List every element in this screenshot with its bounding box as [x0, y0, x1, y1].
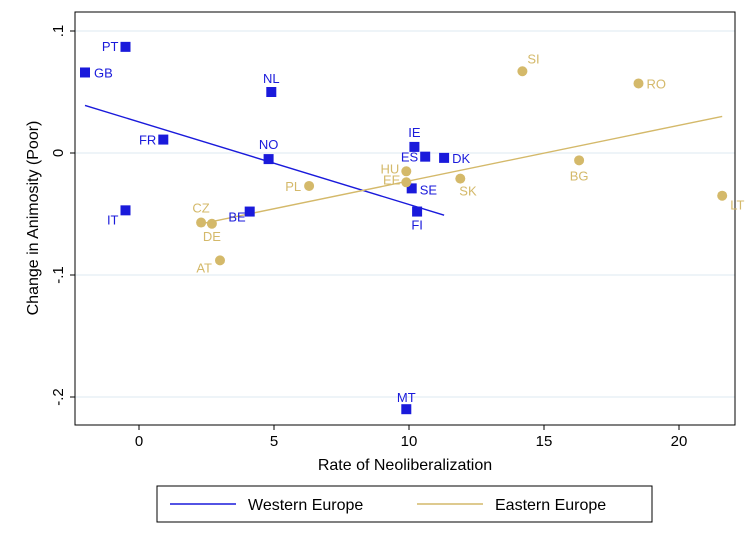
point-ee — [401, 177, 412, 188]
y-tick-label: -.1 — [50, 266, 67, 284]
point-label-fi: FI — [411, 218, 423, 233]
point-label-hu: HU — [381, 161, 400, 176]
x-axis-ticks: 0 5 10 15 20 — [135, 425, 688, 450]
x-tick-label: 20 — [671, 433, 688, 450]
point-label-ro: RO — [647, 76, 667, 91]
point-label-nl: NL — [263, 71, 280, 86]
point-label-si: SI — [527, 51, 539, 66]
point-pt — [120, 41, 131, 52]
point-ie — [409, 141, 420, 152]
point-label-pl: PL — [285, 179, 301, 194]
point-no — [263, 154, 274, 165]
point-it — [120, 205, 131, 216]
point-sk — [455, 173, 466, 184]
point-se — [406, 183, 417, 194]
point-de — [206, 218, 217, 229]
point-label-at: AT — [196, 260, 212, 275]
point-bg — [574, 155, 585, 166]
y-tick-label: 0 — [50, 149, 67, 157]
legend-label-eastern: Eastern Europe — [495, 497, 606, 514]
point-ro — [633, 78, 644, 89]
point-label-be: BE — [228, 210, 246, 225]
point-label-bg: BG — [570, 168, 589, 183]
x-axis-title: Rate of Neoliberalization — [318, 457, 492, 474]
point-mt — [401, 404, 412, 415]
point-fr — [158, 134, 169, 145]
point-hu — [401, 166, 412, 177]
point-gb — [80, 67, 90, 78]
point-label-mt: MT — [397, 390, 416, 405]
point-label-cz: CZ — [192, 201, 209, 216]
point-label-ee: EE — [383, 172, 401, 187]
point-label-dk: DK — [452, 151, 470, 166]
point-label-de: DE — [203, 229, 221, 244]
point-label-se: SE — [420, 182, 438, 197]
y-tick-label: .1 — [50, 25, 67, 38]
plot-area-frame — [74, 11, 736, 426]
point-pl — [304, 180, 315, 191]
point-label-it: IT — [107, 212, 119, 227]
point-label-lt: LT — [730, 198, 744, 213]
y-axis-ticks: .1 0 -.1 -.2 — [50, 25, 75, 406]
legend-label-western: Western Europe — [248, 497, 363, 514]
point-cz — [196, 217, 207, 228]
x-tick-label: 15 — [536, 433, 553, 450]
point-label-no: NO — [259, 137, 279, 152]
point-label-fr: FR — [139, 133, 156, 148]
legend-box — [156, 485, 653, 523]
point-fi — [412, 206, 423, 217]
x-tick-label: 10 — [401, 433, 418, 450]
x-tick-label: 0 — [135, 433, 143, 450]
point-lt — [717, 190, 728, 201]
point-label-pt: PT — [102, 39, 119, 54]
fit-line-eastern — [200, 115, 723, 225]
legend: Western Europe Eastern Europe — [156, 485, 653, 523]
y-axis-title: Change in Animosity (Poor) — [25, 121, 42, 316]
point-label-ie: IE — [408, 125, 421, 140]
x-tick-label: 5 — [270, 433, 278, 450]
point-be — [244, 206, 255, 217]
point-dk — [439, 152, 450, 163]
grid-lines — [75, 30, 735, 398]
point-label-es: ES — [401, 150, 419, 165]
y-tick-label: -.2 — [50, 388, 67, 406]
point-label-sk: SK — [459, 184, 477, 199]
point-es — [420, 151, 431, 162]
data-points — [80, 41, 728, 415]
point-label-gb: GB — [94, 65, 113, 80]
point-nl — [266, 87, 277, 97]
point-si — [517, 66, 528, 77]
point-at — [215, 255, 225, 266]
